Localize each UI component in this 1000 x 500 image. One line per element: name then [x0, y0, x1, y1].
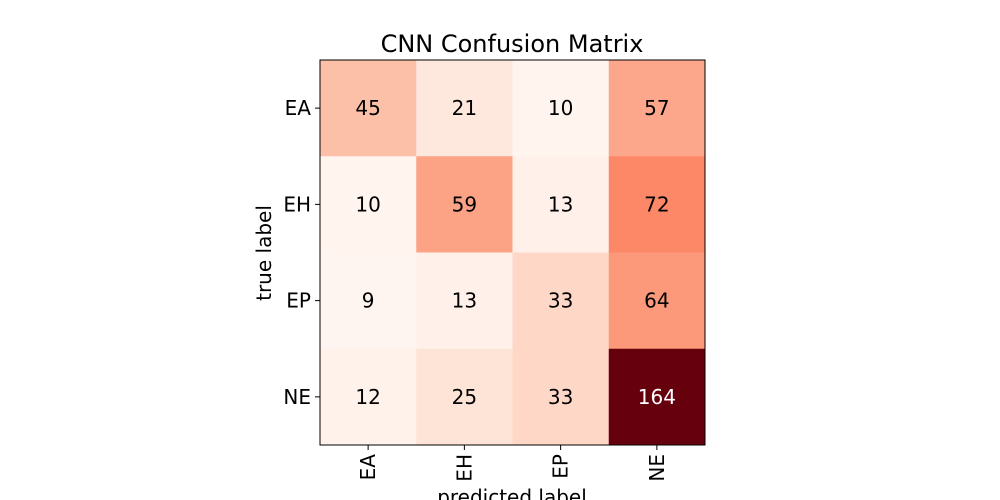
y-tick-label-ea: EA [285, 96, 312, 120]
plot-frame [319, 59, 706, 446]
chart-title: CNN Confusion Matrix [381, 30, 644, 58]
cell-value-label: 72 [644, 192, 669, 216]
cell-value-label: 33 [548, 289, 573, 313]
x-tick-label-ne: NE [645, 454, 669, 482]
heatmap-cell-ep-ea [320, 252, 417, 350]
cell-value-label: 45 [355, 96, 380, 120]
y-tick-label-ep: EP [286, 289, 311, 313]
heatmap-cell-eh-eh [416, 156, 513, 253]
heatmap-cell-ep-ne [608, 252, 706, 350]
heatmap-cell-ep-ep [512, 252, 610, 350]
cell-value-label: 10 [355, 192, 380, 216]
x-axis-label: predicted label [437, 485, 587, 500]
heatmap-cell-eh-ea [320, 156, 417, 253]
heatmap-cells: 45 21 10 57 10 59 13 72 9 13 33 64 12 25 33 164 [320, 60, 706, 446]
heatmap-cell-ne-eh [416, 348, 513, 446]
y-axis-label: true label [252, 205, 276, 301]
heatmap-cell-eh-ep [512, 156, 610, 253]
cell-value-label: 64 [644, 289, 669, 313]
cell-value-label: 12 [355, 385, 380, 409]
cell-value-label: 164 [638, 385, 676, 409]
cell-value-label: 25 [452, 385, 477, 409]
cell-value-label: 13 [452, 289, 477, 313]
cell-value-label: 59 [452, 192, 477, 216]
x-tick-label-eh: EH [452, 454, 476, 482]
heatmap-cell-ea-ea [320, 60, 417, 157]
heatmap-cell-ea-ne [608, 60, 706, 157]
x-tick-label-ea: EA [356, 454, 380, 481]
cell-value-label: 9 [362, 289, 375, 313]
cell-value-label: 33 [548, 385, 573, 409]
heatmap-cell-ea-eh [416, 60, 513, 157]
axis-ticks: EA EH EP NE EA EH EP NE [283, 96, 669, 482]
x-tick-label-ep: EP [549, 454, 573, 479]
cell-value-label: 13 [548, 192, 573, 216]
cell-value-label: 10 [548, 96, 573, 120]
heatmap-cell-ne-ep [512, 348, 610, 446]
heatmap-cell-eh-ne [608, 156, 706, 253]
heatmap-cell-ne-ne [608, 348, 706, 446]
cell-value-label: 21 [452, 96, 477, 120]
heatmap-cell-ne-ea [320, 348, 417, 446]
y-tick-label-eh: EH [283, 192, 311, 216]
cell-value-label: 57 [644, 96, 669, 120]
y-tick-label-ne: NE [283, 385, 311, 409]
heatmap-cell-ea-ep [512, 60, 610, 157]
heatmap-cell-ep-eh [416, 252, 513, 350]
